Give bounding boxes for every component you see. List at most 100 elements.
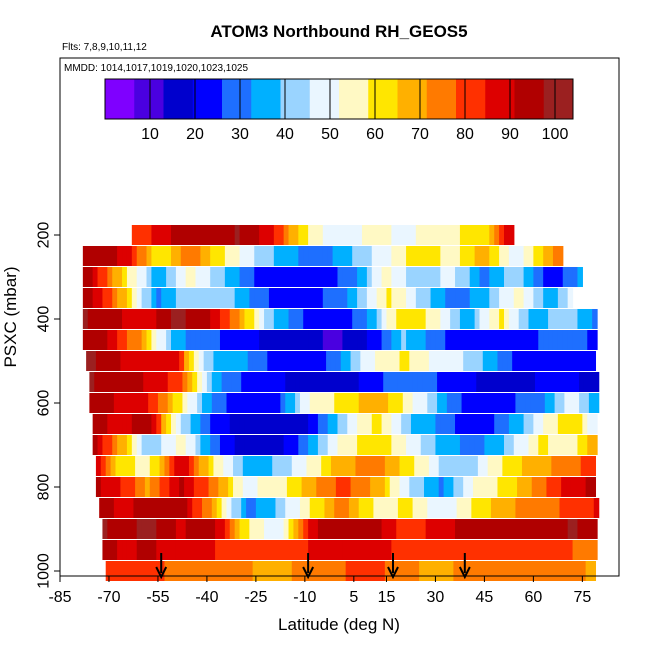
rh-cell: [366, 225, 373, 245]
rh-cell: [358, 498, 365, 518]
rh-cell: [572, 267, 579, 287]
rh-cell: [401, 267, 407, 287]
rh-cell: [564, 498, 570, 518]
rh-cell: [344, 393, 350, 413]
rh-cell: [141, 519, 148, 539]
rh-cell: [543, 267, 549, 287]
rh-cell: [122, 309, 128, 329]
rh-cell: [282, 456, 288, 476]
rh-cell: [515, 372, 521, 392]
rh-cell: [397, 393, 404, 413]
rh-cell: [401, 435, 407, 455]
rh-cell: [236, 393, 242, 413]
rh-cell: [507, 456, 513, 476]
rh-cell: [562, 435, 569, 455]
rh-cell: [430, 225, 437, 245]
rh-cell: [484, 225, 490, 245]
rh-cell: [198, 456, 205, 476]
rh-cell: [425, 225, 432, 245]
rh-cell: [379, 456, 386, 476]
rh-cell: [236, 498, 242, 518]
rh-cell: [567, 540, 574, 560]
rh-cell: [102, 540, 108, 560]
rh-cell: [528, 435, 534, 455]
rh-cell: [499, 540, 505, 560]
rh-cell: [425, 435, 432, 455]
rh-cell: [541, 561, 548, 581]
rh-cell: [273, 309, 280, 329]
rh-cell: [386, 246, 392, 266]
rh-cell: [267, 351, 273, 371]
rh-cell: [580, 351, 587, 371]
rh-cell: [402, 498, 409, 518]
rh-cell: [303, 225, 309, 245]
rh-cell: [89, 393, 95, 413]
x-tick-label: 45: [476, 589, 494, 606]
rh-cell: [117, 309, 123, 329]
rh-cell: [244, 540, 250, 560]
rh-cell: [391, 540, 397, 560]
rh-cell: [308, 288, 314, 308]
rh-cell: [474, 435, 481, 455]
rh-cell: [410, 330, 417, 350]
rh-cell: [249, 330, 255, 350]
rh-cell: [203, 351, 210, 371]
rh-cell: [195, 309, 201, 329]
rh-cell: [298, 309, 304, 329]
colorbar-tick-label: 100: [542, 126, 569, 143]
rh-cell: [205, 225, 211, 245]
rh-cell: [386, 309, 392, 329]
rh-cell: [517, 477, 523, 497]
rh-cell: [533, 519, 539, 539]
rh-cell: [508, 267, 515, 287]
rh-cell: [153, 393, 159, 413]
rh-cell: [133, 372, 139, 392]
rh-cell: [224, 414, 231, 434]
rh-cell: [136, 540, 143, 560]
rh-cell: [342, 267, 348, 287]
rh-cell: [513, 288, 520, 308]
rh-cell: [298, 540, 304, 560]
rh-cell: [203, 561, 210, 581]
rh-cell: [161, 309, 167, 329]
rh-cell: [308, 435, 314, 455]
rh-cell: [370, 477, 376, 497]
rh-cell: [386, 435, 392, 455]
rh-cell: [415, 435, 422, 455]
rh-cell: [273, 267, 280, 287]
rh-cell: [198, 561, 205, 581]
rh-cell: [425, 246, 432, 266]
rh-cell: [296, 351, 303, 371]
rh-cell: [234, 309, 241, 329]
rh-cell: [391, 330, 397, 350]
rh-cell: [264, 519, 270, 539]
rh-cell: [198, 351, 205, 371]
rh-cell: [213, 561, 219, 581]
rh-cell: [216, 498, 223, 518]
rh-cell: [151, 309, 157, 329]
rh-cell: [357, 225, 363, 245]
rh-cell: [352, 540, 358, 560]
rh-cell: [410, 288, 417, 308]
rh-cell: [342, 330, 348, 350]
rh-cell: [399, 561, 406, 581]
rh-cell: [208, 477, 215, 497]
rh-cell: [468, 456, 474, 476]
rh-cell: [259, 540, 265, 560]
rh-cell: [141, 288, 148, 308]
rh-cell: [335, 351, 342, 371]
rh-cell: [352, 435, 358, 455]
rh-cell: [141, 267, 148, 287]
rh-cell: [95, 477, 102, 497]
rh-cell: [569, 372, 575, 392]
rh-cell: [353, 393, 360, 413]
rh-cell: [126, 435, 133, 455]
rh-cell: [299, 393, 306, 413]
rh-cell: [102, 288, 108, 308]
rh-cell: [492, 477, 499, 497]
rh-cell: [113, 498, 120, 518]
rh-cell: [327, 288, 334, 308]
rh-cell: [205, 267, 211, 287]
rh-cell: [228, 477, 234, 497]
rh-cell: [361, 414, 368, 434]
